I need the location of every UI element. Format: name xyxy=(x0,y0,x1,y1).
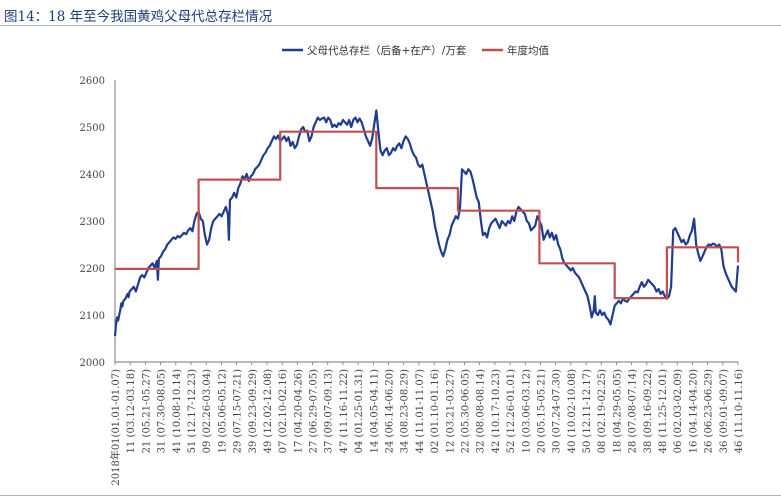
x-tick-label: 37 (09.07-09.13) xyxy=(324,369,335,453)
legend-label-average: 年度均值 xyxy=(507,44,549,57)
x-tick-label: 12 (03.21-03.27) xyxy=(445,369,456,453)
x-tick-label: 38 (09.16-09.22) xyxy=(643,369,654,453)
x-tick-label: 17 (04.20-04.26) xyxy=(293,369,304,453)
x-tick-label: 19 (05.06-05.12) xyxy=(217,369,228,453)
figure-title: 图14：18 年至今我国黄鸡父母代总存栏情况 xyxy=(0,0,781,26)
x-tick-label: 39 (09.23-09.29) xyxy=(248,369,259,453)
y-tick-label: 2100 xyxy=(80,311,105,322)
x-tick-label: 21 (05.21-05.27) xyxy=(141,369,152,453)
x-tick-label: 46 (11.10-11.16) xyxy=(734,369,745,453)
y-tick-label: 2400 xyxy=(80,170,105,181)
x-tick-label: 50 (12.11-12.17) xyxy=(582,369,593,453)
x-tick-label: 18 (04.29-05.05) xyxy=(612,369,623,453)
x-tick-label: 34 (08.23-08.29) xyxy=(400,369,411,453)
y-tick-label: 2200 xyxy=(80,264,105,275)
x-tick-label: 30 (07.24-07.30) xyxy=(552,369,563,453)
x-tick-label: 44 (11.01-11.07) xyxy=(415,369,426,453)
x-tick-label: 29 (07.15-07.21) xyxy=(233,369,244,453)
x-tick-label: 16 (04.14-04.20) xyxy=(688,369,699,453)
x-tick-label: 32 (08.08-08.14) xyxy=(476,369,487,453)
x-tick-label: 06 (02.03-02.09) xyxy=(673,369,684,453)
x-tick-label: 48 (11.25-12.01) xyxy=(658,369,669,453)
x-tick-label: 09 (02.26-03.04) xyxy=(202,369,213,453)
series-lines xyxy=(113,109,740,337)
x-tick-label: 11 (03.12-03.18) xyxy=(126,369,137,453)
x-tick-label: 08 (02.19-02.25) xyxy=(597,369,608,453)
x-tick-label: 04 (01.25-01.31) xyxy=(354,369,365,453)
x-tick-label: 31 (07.30-08.05) xyxy=(157,369,168,453)
x-tick-label: 40 (10.02-10.08) xyxy=(567,369,578,453)
y-tick-labels: 2000 2100 2200 2300 2400 2500 2600 xyxy=(80,76,105,369)
x-tick-label: 42 (10.17-10.23) xyxy=(491,369,502,453)
y-tick-label: 2000 xyxy=(80,358,105,369)
bottom-rule xyxy=(0,495,781,496)
x-tick-label: 24 (06.14-06.20) xyxy=(385,369,396,453)
x-tick-label: 52 (12.26-01.01) xyxy=(506,369,517,453)
x-tick-label: 41 (10.08-10.14) xyxy=(172,369,183,453)
y-tick-label: 2300 xyxy=(80,217,105,228)
x-tick-label: 07 (02.10-02.16) xyxy=(278,369,289,453)
x-tick-label: 47 (11.16-11.22) xyxy=(339,369,350,453)
x-tick-label: 14 (04.05-04.11) xyxy=(369,369,380,453)
x-tick-label: 02 (01.10-01.16) xyxy=(430,369,441,453)
axes xyxy=(114,80,739,365)
x-tick-label: 2018年01(01.01-01.07) xyxy=(109,369,122,486)
legend-label-series: 父母代总存栏（后备+在产）/万套 xyxy=(307,44,467,57)
x-tick-label: 49 (12.02-12.08) xyxy=(263,369,274,453)
legend: 父母代总存栏（后备+在产）/万套 年度均值 xyxy=(282,44,549,57)
series-line-inventory xyxy=(113,109,740,337)
x-tick-label: 20 (05.15-05.21) xyxy=(536,369,547,453)
x-tick-labels: 2018年01(01.01-01.07) 11 (03.12-03.18) 21 (… xyxy=(109,369,745,486)
x-tick-label: 27 (06.29-07.05) xyxy=(309,369,320,453)
x-tick-label: 28 (07.08-07.14) xyxy=(628,369,639,453)
x-tick-label: 26 (06.23-06.29) xyxy=(704,369,715,453)
x-tick-label: 10 (03.06-03.12) xyxy=(521,369,532,453)
y-tick-label: 2600 xyxy=(80,76,105,87)
x-tick-label: 36 (09.01-09.07) xyxy=(719,369,730,453)
series-line-annual-average xyxy=(115,130,740,300)
x-tick-label: 22 (05.30-06.05) xyxy=(460,369,471,453)
x-tick-label: 51 (12.17-12.23) xyxy=(187,369,198,453)
y-tick-label: 2500 xyxy=(80,123,105,134)
